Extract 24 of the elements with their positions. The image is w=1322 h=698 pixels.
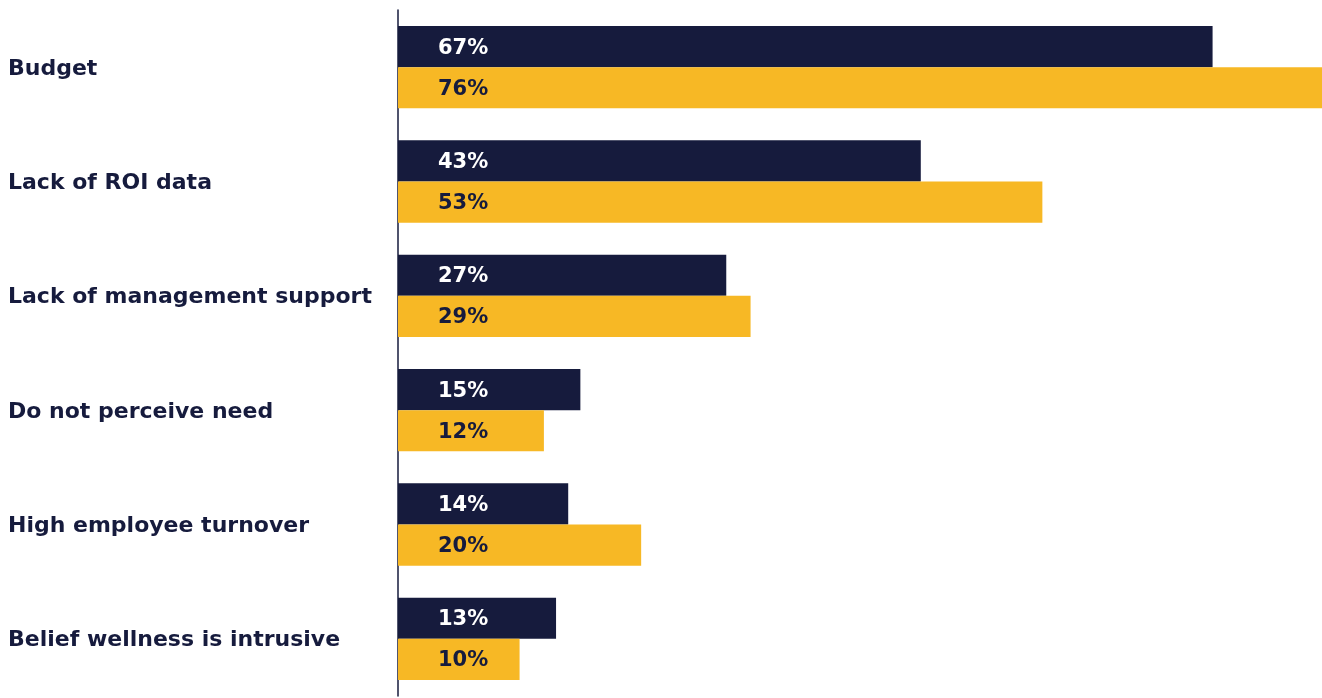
data-label: 27% [438,263,489,288]
bar [398,524,642,566]
data-label: 10% [438,647,489,672]
data-label: 14% [438,491,489,516]
y-tick-label: Do not perceive need [8,397,274,423]
data-label: 13% [438,606,489,631]
bar [398,638,520,680]
y-tick-label: Lack of ROI data [8,169,212,194]
data-label: 67% [438,34,489,59]
bar [398,67,1322,109]
y-tick-label: High employee turnover [8,512,310,537]
data-label: 29% [438,304,489,329]
data-label: 12% [438,418,489,443]
bar [398,295,751,337]
data-label: 53% [438,190,489,215]
bar [398,410,544,452]
y-tick-label: Budget [8,54,98,80]
bar [398,181,1043,223]
data-label: 43% [438,148,489,173]
y-tick-label: Belief wellness is intrusive [8,626,341,652]
data-label: 20% [438,533,489,558]
data-label: 15% [438,377,489,402]
y-tick-label: Lack of management support [8,283,373,309]
data-label: 76% [438,75,489,100]
